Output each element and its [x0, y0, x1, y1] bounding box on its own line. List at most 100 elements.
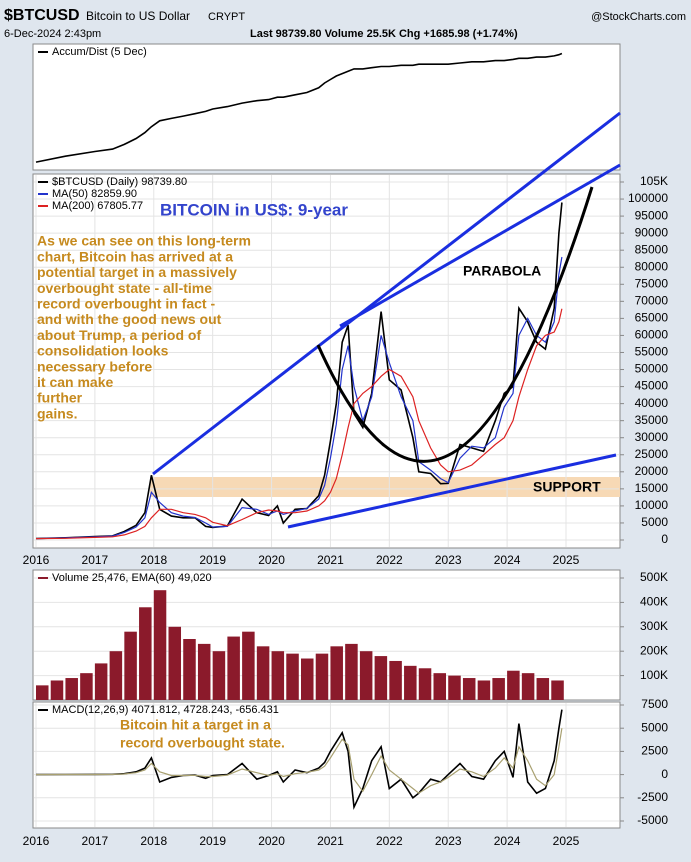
y-tick-label: 95000 [635, 208, 669, 222]
y-tick-label: 60000 [635, 328, 669, 342]
y-tick-label: 100K [640, 668, 668, 682]
y-tick-label: 105K [640, 174, 668, 188]
line [35, 728, 563, 794]
annotation: Bitcoin hit a target in a [120, 717, 271, 733]
bar [242, 631, 255, 700]
legend-label: MA(200) 67805.77 [52, 200, 143, 212]
support-band [150, 477, 620, 497]
y-tick-label: 200K [640, 643, 668, 657]
y-tick-label: 300K [640, 619, 668, 633]
x-tick-label: 2018 [140, 834, 167, 848]
bar [227, 636, 240, 700]
x-tick-label: 2025 [553, 553, 580, 567]
trend-line [339, 163, 621, 328]
line [35, 52, 563, 163]
bar [109, 651, 123, 700]
y-tick-label: 25000 [635, 447, 669, 461]
source: @StockCharts.com [591, 11, 686, 23]
x-tick-label: 2019 [199, 834, 226, 848]
y-tick-label: 90000 [635, 225, 669, 239]
bar [374, 656, 388, 700]
x-tick-label: 2017 [82, 834, 109, 848]
y-tick-label: 15000 [635, 481, 669, 495]
commentary: gains. [37, 405, 77, 421]
x-tick-label: 2025 [553, 834, 580, 848]
commentary: record overbought in fact - [37, 296, 215, 312]
x-tick-label: 2024 [494, 553, 521, 567]
bar [315, 653, 329, 700]
commentary: about Trump, a period of [37, 327, 201, 343]
support-line [287, 453, 617, 529]
y-tick-label: 0 [661, 767, 668, 781]
y-tick-label: 500K [640, 570, 668, 584]
x-tick-label: 2020 [258, 553, 285, 567]
date: 6-Dec-2024 2:43pm [4, 28, 101, 40]
plot: Accum/Dist (5 Dec) 2016 2017 2018 2019 2020 20… [23, 46, 669, 848]
y-tick-label: 400K [640, 595, 668, 609]
commentary: As we can see on this long-term [37, 233, 251, 249]
y-tick-label: 55000 [635, 345, 669, 359]
bar [462, 678, 476, 700]
legend-label: MA(50) 82859.90 [52, 188, 137, 200]
commentary: chart, Bitcoin has arrived at a [37, 248, 233, 264]
line [35, 308, 563, 540]
commentary: necessary before [37, 358, 152, 374]
commentary: it can make [37, 374, 113, 390]
parabola [316, 186, 594, 463]
y-tick-label: 7500 [641, 697, 668, 711]
x-tick-label: 2019 [199, 553, 226, 567]
annotation: BITCOIN in US$: 9-year [160, 200, 348, 219]
panel [32, 701, 621, 829]
line [35, 202, 563, 540]
x-tick-label: 2022 [376, 553, 403, 567]
line [35, 709, 563, 811]
bar [301, 658, 314, 700]
y-tick-label: 40000 [635, 396, 669, 410]
bar [65, 678, 78, 700]
bar [345, 643, 358, 700]
bar [139, 607, 152, 700]
y-tick-label: 20000 [635, 464, 669, 478]
annotation: record overbought state. [120, 735, 285, 751]
quote: Last 98739.80 Volume 25.5K Chg +1685.98 … [250, 28, 518, 40]
bar [551, 680, 564, 700]
bar [330, 646, 343, 700]
y-tick-label: 100000 [628, 191, 668, 205]
x-tick-label: 2021 [317, 834, 344, 848]
y-tick-label: 50000 [635, 362, 669, 376]
commentary: overbought state - all-time [37, 280, 212, 296]
bar [492, 678, 505, 700]
bar [536, 678, 550, 700]
commentary: and with the good news out [37, 311, 222, 327]
y-tick-label: 85000 [635, 242, 669, 256]
bar [256, 646, 270, 700]
legend-label: MACD(12,26,9) 4071.812, 4728.243, -656.4… [52, 704, 279, 716]
y-tick-label: 5000 [641, 720, 668, 734]
y-tick-label: 65000 [635, 311, 669, 325]
bar [448, 675, 461, 700]
bar [153, 590, 167, 700]
x-tick-label: 2024 [494, 834, 521, 848]
bar [36, 685, 49, 700]
x-tick-label: 2023 [435, 834, 462, 848]
panel [32, 43, 621, 171]
bar [80, 673, 93, 700]
commentary: potential target in a massively [37, 264, 237, 280]
y-tick-label: 75000 [635, 276, 669, 290]
bar [94, 663, 108, 700]
y-tick-label: -2500 [637, 790, 668, 804]
annotation: PARABOLA [463, 263, 541, 279]
y-tick-label: -5000 [637, 813, 668, 827]
y-tick-label: 70000 [635, 294, 669, 308]
y-tick-label: 5000 [641, 515, 668, 529]
annotation: SUPPORT [533, 479, 601, 495]
x-tick-label: 2020 [258, 834, 285, 848]
drawn-lines [152, 111, 621, 529]
y-tick-label: 35000 [635, 413, 669, 427]
bar [286, 653, 299, 700]
y-tick-label: 2500 [641, 744, 668, 758]
exchange: CRYPT [208, 11, 245, 23]
x-tick-label: 2016 [23, 553, 50, 567]
